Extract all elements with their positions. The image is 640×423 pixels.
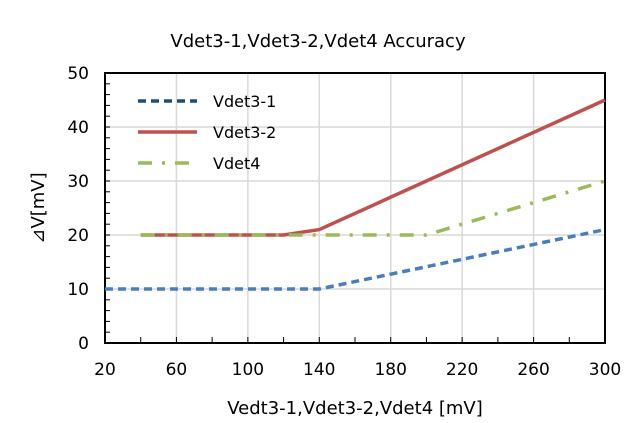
legend-label: Vdet3-1: [213, 92, 276, 111]
legend: Vdet3-1 Vdet3-2 Vdet4: [138, 92, 276, 173]
x-tick-label: 260: [517, 360, 549, 380]
y-tick-label: 10: [67, 280, 89, 300]
legend-label: Vdet4: [213, 154, 260, 173]
series-line-vdet3-1: [105, 227, 606, 291]
y-tick-label: 50: [67, 64, 89, 84]
chart-title: Vdet3-1,Vdet3-2,Vdet4 Accuracy: [170, 31, 466, 52]
x-axis-label: Vedt3-1,Vdet3-2,Vdet4 [mV]: [227, 398, 483, 419]
grid: [104, 72, 606, 344]
x-tick-label: 220: [446, 360, 478, 380]
x-tick-label: 100: [232, 360, 264, 380]
series-lines: [105, 98, 606, 291]
y-tick-label: 30: [67, 172, 89, 192]
series-line-vdet3-2: [140, 98, 606, 237]
plot-frame: [104, 72, 606, 344]
y-tick-label: 0: [78, 334, 89, 354]
x-tick-label: 140: [303, 360, 335, 380]
y-tick-label: 20: [67, 226, 89, 246]
legend-label: Vdet3-2: [213, 123, 276, 142]
y-axis-label: ⊿V[mV]: [28, 172, 49, 243]
y-tick-label: 40: [67, 118, 89, 138]
x-tick-label: 300: [589, 360, 621, 380]
x-tick-label: 60: [166, 360, 188, 380]
ticks: 20 60 100 140 180 220 260 300 0 10 20 30 40 50: [67, 64, 621, 380]
series-line-vdet4: [140, 179, 606, 237]
x-tick-label: 180: [374, 360, 406, 380]
x-tick-label: 20: [94, 360, 116, 380]
